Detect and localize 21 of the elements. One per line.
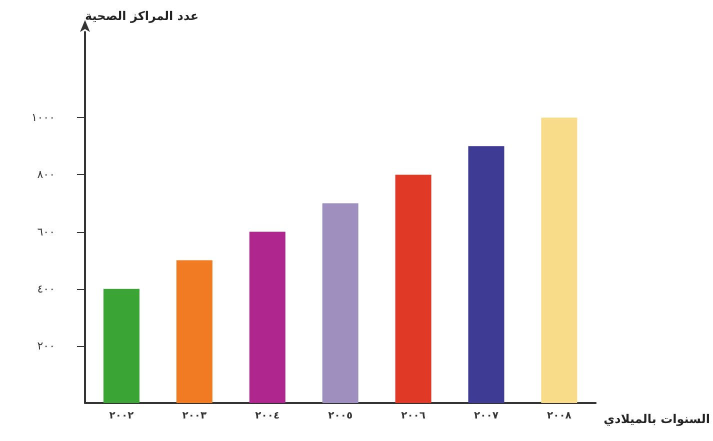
x-tick-label: ٢٠٠٤ [255, 410, 280, 422]
bar [103, 288, 140, 403]
x-tick-label: ٢٠٠٣ [182, 410, 207, 422]
x-tick-label: ٢٠٠٢ [109, 410, 134, 422]
bar [176, 260, 212, 403]
x-tick-label: ٢٠٠٥ [328, 410, 353, 422]
y-tick-label: ٨٠٠ [37, 168, 55, 182]
x-tick-label: ٢٠٠٦ [401, 410, 426, 422]
y-axis-title: عدد المراكز الصحية [85, 9, 199, 23]
x-axis-title: السنوات بالميلادي [604, 412, 710, 426]
y-tick-label: ٤٠٠ [37, 282, 55, 296]
bar [322, 203, 358, 403]
bar [541, 118, 578, 403]
bar [395, 174, 432, 403]
bar [249, 232, 286, 403]
y-tick-label: ١٠٠٠ [31, 111, 55, 124]
x-tick-label: ٢٠٠٧ [474, 410, 498, 422]
y-tick-label: ٢٠٠ [37, 339, 55, 352]
y-tick-label: ٦٠٠ [37, 225, 55, 238]
bar [468, 146, 504, 403]
x-tick-label: ٢٠٠٨ [546, 410, 572, 422]
